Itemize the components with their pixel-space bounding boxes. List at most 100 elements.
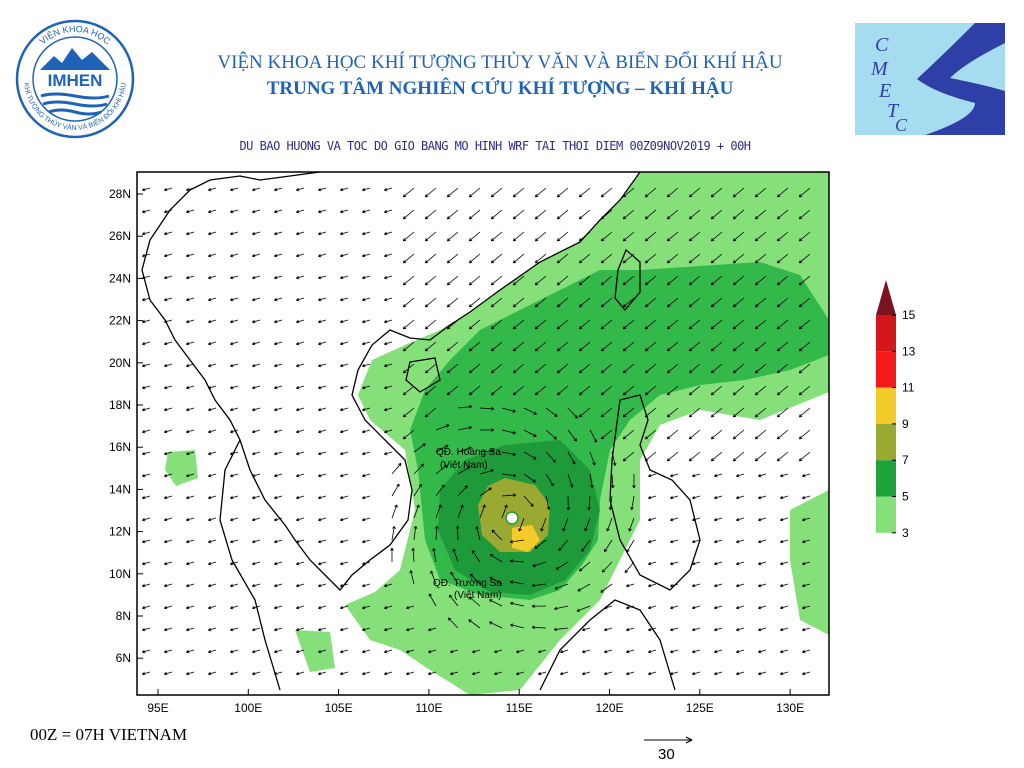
wind-arrow — [523, 407, 537, 415]
wind-arrow — [692, 583, 701, 588]
wind-arrow — [600, 275, 613, 286]
wind-arrow — [501, 493, 517, 497]
wind-arrow — [318, 209, 327, 214]
wind-arrow — [164, 385, 173, 390]
wind-arrow — [318, 627, 327, 632]
wind-arrow — [518, 517, 525, 532]
wind-arrow — [362, 275, 371, 280]
wind-arrow — [402, 385, 415, 396]
wind-arrow — [274, 341, 283, 346]
wind-arrow — [318, 561, 327, 566]
wind-arrow — [802, 539, 811, 544]
wind-arrow — [472, 671, 481, 676]
wind-arrow — [626, 539, 635, 553]
wind-arrow — [534, 385, 547, 396]
wind-arrow — [402, 363, 415, 374]
wind-arrow — [186, 319, 195, 324]
wind-arrow — [600, 253, 613, 264]
wind-arrow — [340, 561, 349, 566]
wind-arrow — [489, 599, 503, 607]
wind-arrow — [446, 231, 459, 242]
wind-arrow — [798, 209, 811, 220]
wind-arrow — [714, 627, 723, 632]
wind-arrow — [714, 495, 723, 500]
wind-arrow — [666, 385, 679, 396]
wind-arrow — [402, 231, 415, 242]
wind-arrow — [780, 517, 789, 522]
wind-arrow — [732, 187, 745, 198]
wind-arrow — [754, 319, 767, 330]
wind-arrow — [628, 517, 635, 532]
wind-arrow — [578, 407, 591, 418]
wind-arrow — [296, 231, 305, 236]
wind-arrow — [622, 385, 635, 396]
time-note: 00Z = 07H VIETNAM — [30, 725, 188, 744]
wind-arrow — [186, 385, 195, 390]
wind-arrow — [556, 319, 569, 330]
wind-arrow — [457, 446, 472, 453]
wind-arrow — [780, 495, 789, 500]
wind-arrow — [490, 363, 503, 374]
wind-arrow — [411, 547, 415, 563]
wind-arrow — [424, 319, 437, 330]
coastline-malay — [219, 439, 281, 691]
wind-arrow — [736, 539, 745, 544]
wind-arrow — [230, 341, 239, 346]
wind-arrow — [274, 363, 283, 368]
wind-arrow — [274, 385, 283, 390]
wind-arrow — [230, 319, 239, 324]
wind-arrow — [391, 483, 400, 497]
wind-arrow — [274, 605, 283, 610]
wind-arrow — [534, 363, 547, 374]
wind-arrow — [208, 187, 217, 192]
wind-arrow — [362, 187, 371, 192]
wind-arrow — [340, 583, 349, 588]
wind-arrow — [578, 253, 591, 264]
lat-tick-label: 10N — [109, 567, 131, 581]
wind-arrow — [252, 297, 261, 302]
wind-arrow — [710, 451, 723, 462]
wind-arrow — [362, 671, 371, 676]
lat-tick-label: 26N — [109, 229, 131, 243]
wind-arrow — [554, 583, 569, 590]
wind-arrow — [538, 671, 547, 676]
wind-arrow — [556, 297, 569, 308]
wind-arrow — [252, 385, 261, 390]
cmetc-letter-5: C — [895, 115, 908, 135]
wind-arrow — [688, 319, 701, 330]
lon-tick-label: 115E — [506, 701, 533, 715]
wind-arrow — [666, 407, 679, 418]
wind-arrow — [479, 428, 495, 432]
wind-arrow — [413, 463, 425, 475]
wind-arrow — [406, 627, 415, 632]
lon-tick-label: 120E — [595, 701, 623, 715]
wind-arrow — [186, 583, 195, 588]
wind-arrow — [384, 429, 393, 434]
wind-arrow — [600, 407, 613, 418]
wind-arrow — [688, 253, 701, 264]
wind-arrow — [362, 407, 371, 412]
coastline-taiwan — [614, 248, 641, 312]
wind-arrow — [600, 385, 613, 396]
wind-arrow — [296, 385, 305, 390]
wind-arrow — [534, 539, 547, 549]
wind-arrow — [494, 649, 503, 654]
wind-arrow — [501, 451, 516, 457]
wind-arrow — [644, 209, 657, 220]
wind-arrow — [578, 209, 591, 220]
wind-arrow — [754, 385, 767, 396]
wind-arrow — [692, 561, 701, 566]
wind-arrow — [648, 583, 657, 588]
wind-arrow — [644, 319, 657, 330]
wind-arrow — [512, 385, 525, 396]
wind-arrow — [402, 187, 415, 198]
wind-arrow — [384, 253, 393, 258]
wind-arrow — [230, 517, 239, 522]
wind-arrow — [468, 385, 481, 396]
wind-arrow — [142, 231, 151, 236]
wind-arrow — [318, 407, 327, 412]
wind-arrow — [142, 209, 151, 214]
wind-arrow — [512, 319, 525, 330]
wind-arrow — [164, 429, 173, 434]
wind-arrow — [758, 627, 767, 632]
